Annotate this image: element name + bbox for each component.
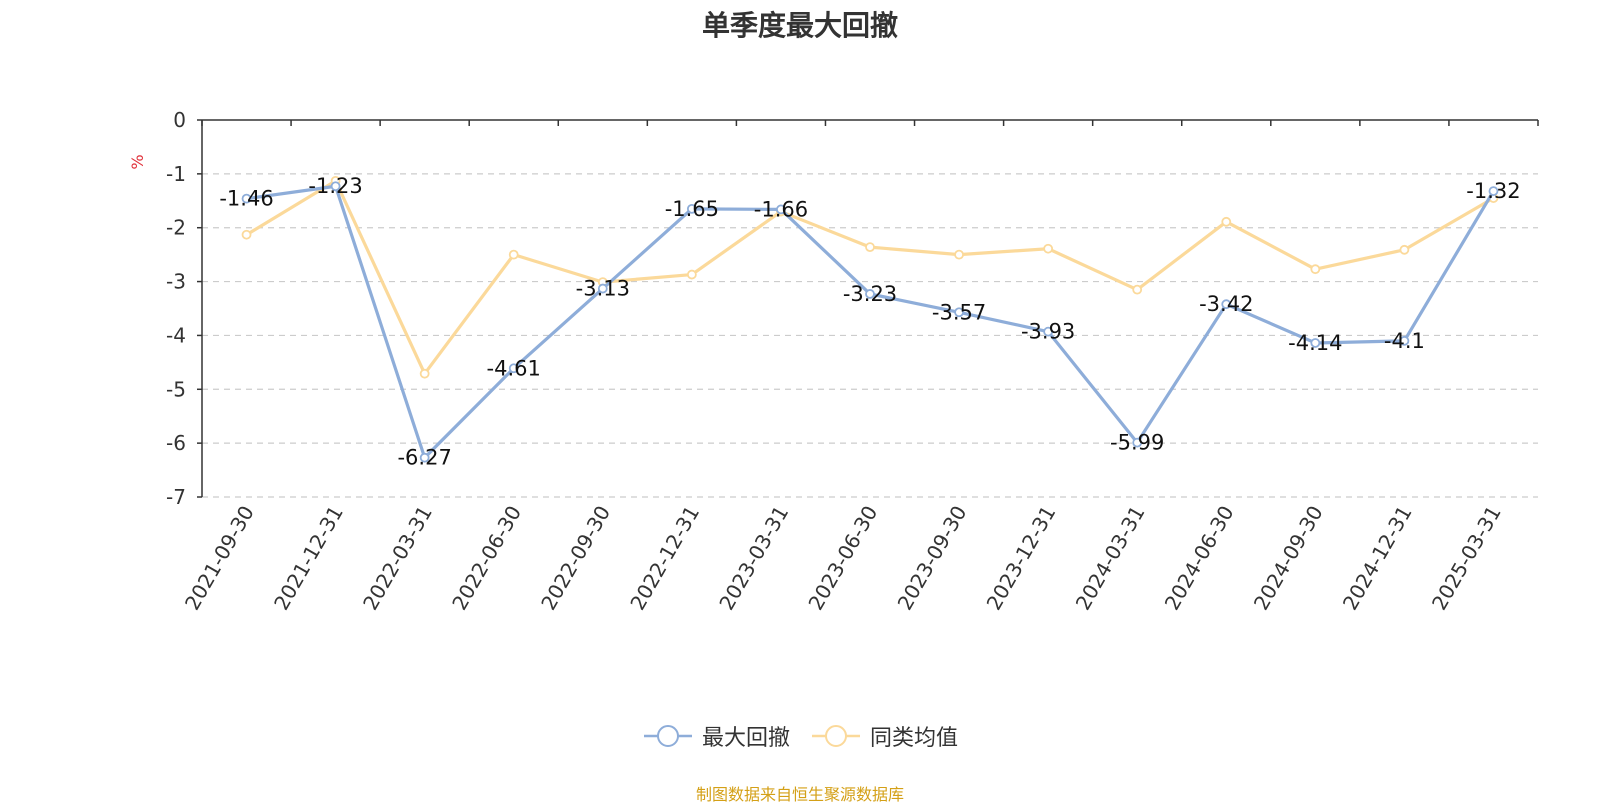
y-tick-label: -2 [166,216,186,240]
data-point[interactable] [419,368,430,379]
x-tick-label: 2024-12-31 [1338,502,1417,615]
data-point[interactable] [954,249,964,260]
x-tick-label: 2022-03-31 [358,501,437,614]
y-tick-label: -1 [166,162,186,186]
data-point[interactable] [865,289,875,299]
data-point[interactable] [776,204,786,215]
x-tick-label: 2022-09-30 [536,502,615,615]
data-labels: -1.46 -1.23 -6.27 -4.61 -3.13 -1.65 -1.66 -3.23… [219,174,1520,469]
legend-label-peer-average: 同类均值 [870,726,959,751]
data-label: -3.13 [576,277,630,301]
legend: 最大回撤 同类均值 [0,720,1600,752]
data-label: -5.99 [1110,431,1164,455]
data-point[interactable] [1043,243,1054,254]
data-point[interactable] [330,181,341,192]
y-tick-label: 0 [173,108,186,132]
data-point[interactable] [686,269,697,280]
data-point[interactable] [1132,284,1143,295]
data-label: -4.61 [487,356,541,380]
y-tick-label: -4 [166,323,186,347]
y-tick-label: -3 [166,270,186,294]
data-point[interactable] [1132,437,1143,448]
data-point[interactable] [1310,264,1321,275]
legend-item-peer-average[interactable]: 同类均值 [810,720,958,752]
x-tick-label: 2024-06-30 [1160,502,1239,615]
data-point[interactable] [1399,244,1410,255]
x-tick-label: 2023-09-30 [892,502,971,615]
data-point[interactable] [1221,216,1232,227]
legend-item-max-drawdown[interactable]: 最大回撤 [642,720,790,752]
x-tick-label: 2022-12-31 [625,502,704,615]
data-label: -1.65 [665,197,719,221]
data-point[interactable] [686,203,697,214]
y-tick-label: -6 [166,431,186,455]
data-point[interactable] [954,307,964,318]
y-tick-label: -7 [166,485,186,509]
data-point[interactable] [419,452,430,463]
legend-swatch-max-drawdown [643,725,692,747]
x-tick-label: 2024-03-31 [1071,502,1150,615]
data-point[interactable] [865,242,875,253]
grid-lines [202,173,1538,498]
chart-title: 单季度最大回撤 [701,9,898,42]
x-tick-label: 2022-06-30 [447,502,526,615]
x-tick-label: 2021-09-30 [180,502,259,615]
x-tick-label: 2023-12-31 [982,502,1061,615]
y-axis-unit-label: % [128,154,147,169]
data-label: -4.1 [1384,329,1425,353]
data-label: -1.23 [308,174,362,198]
data-point[interactable] [508,249,519,260]
data-point[interactable] [597,283,608,294]
x-tick-label: 2023-03-31 [714,502,793,615]
data-label: -3.42 [1199,292,1253,316]
data-label: -1.66 [754,197,808,221]
x-tick-label: 2025-03-31 [1427,502,1506,615]
data-label: -6.27 [397,446,451,470]
series-line [246,184,1495,460]
x-tick-label: 2024-09-30 [1249,502,1328,615]
x-tick-label: 2023-06-30 [803,502,882,615]
data-point[interactable] [1221,299,1232,310]
x-tick-label: 2021-12-31 [269,502,348,615]
data-label: -3.57 [932,300,986,324]
data-label: -3.23 [843,282,897,306]
data-point[interactable] [241,229,252,240]
data-label: -4.14 [1288,331,1342,355]
data-label: -1.32 [1466,179,1520,203]
legend-label-max-drawdown: 最大回撤 [701,726,790,751]
data-point[interactable] [508,363,519,374]
data-point[interactable] [1399,335,1410,346]
source-note: 制图数据来自恒生聚源数据库 [695,785,904,804]
series-lines [241,175,1499,463]
data-label: -3.93 [1021,320,1075,344]
y-tick-label: -5 [166,377,186,401]
data-point[interactable] [1310,338,1321,348]
legend-swatch-peer-average [812,725,860,747]
data-point[interactable] [1043,326,1054,337]
data-point[interactable] [1488,186,1499,196]
data-label: -1.46 [219,187,273,211]
data-point[interactable] [241,193,252,204]
